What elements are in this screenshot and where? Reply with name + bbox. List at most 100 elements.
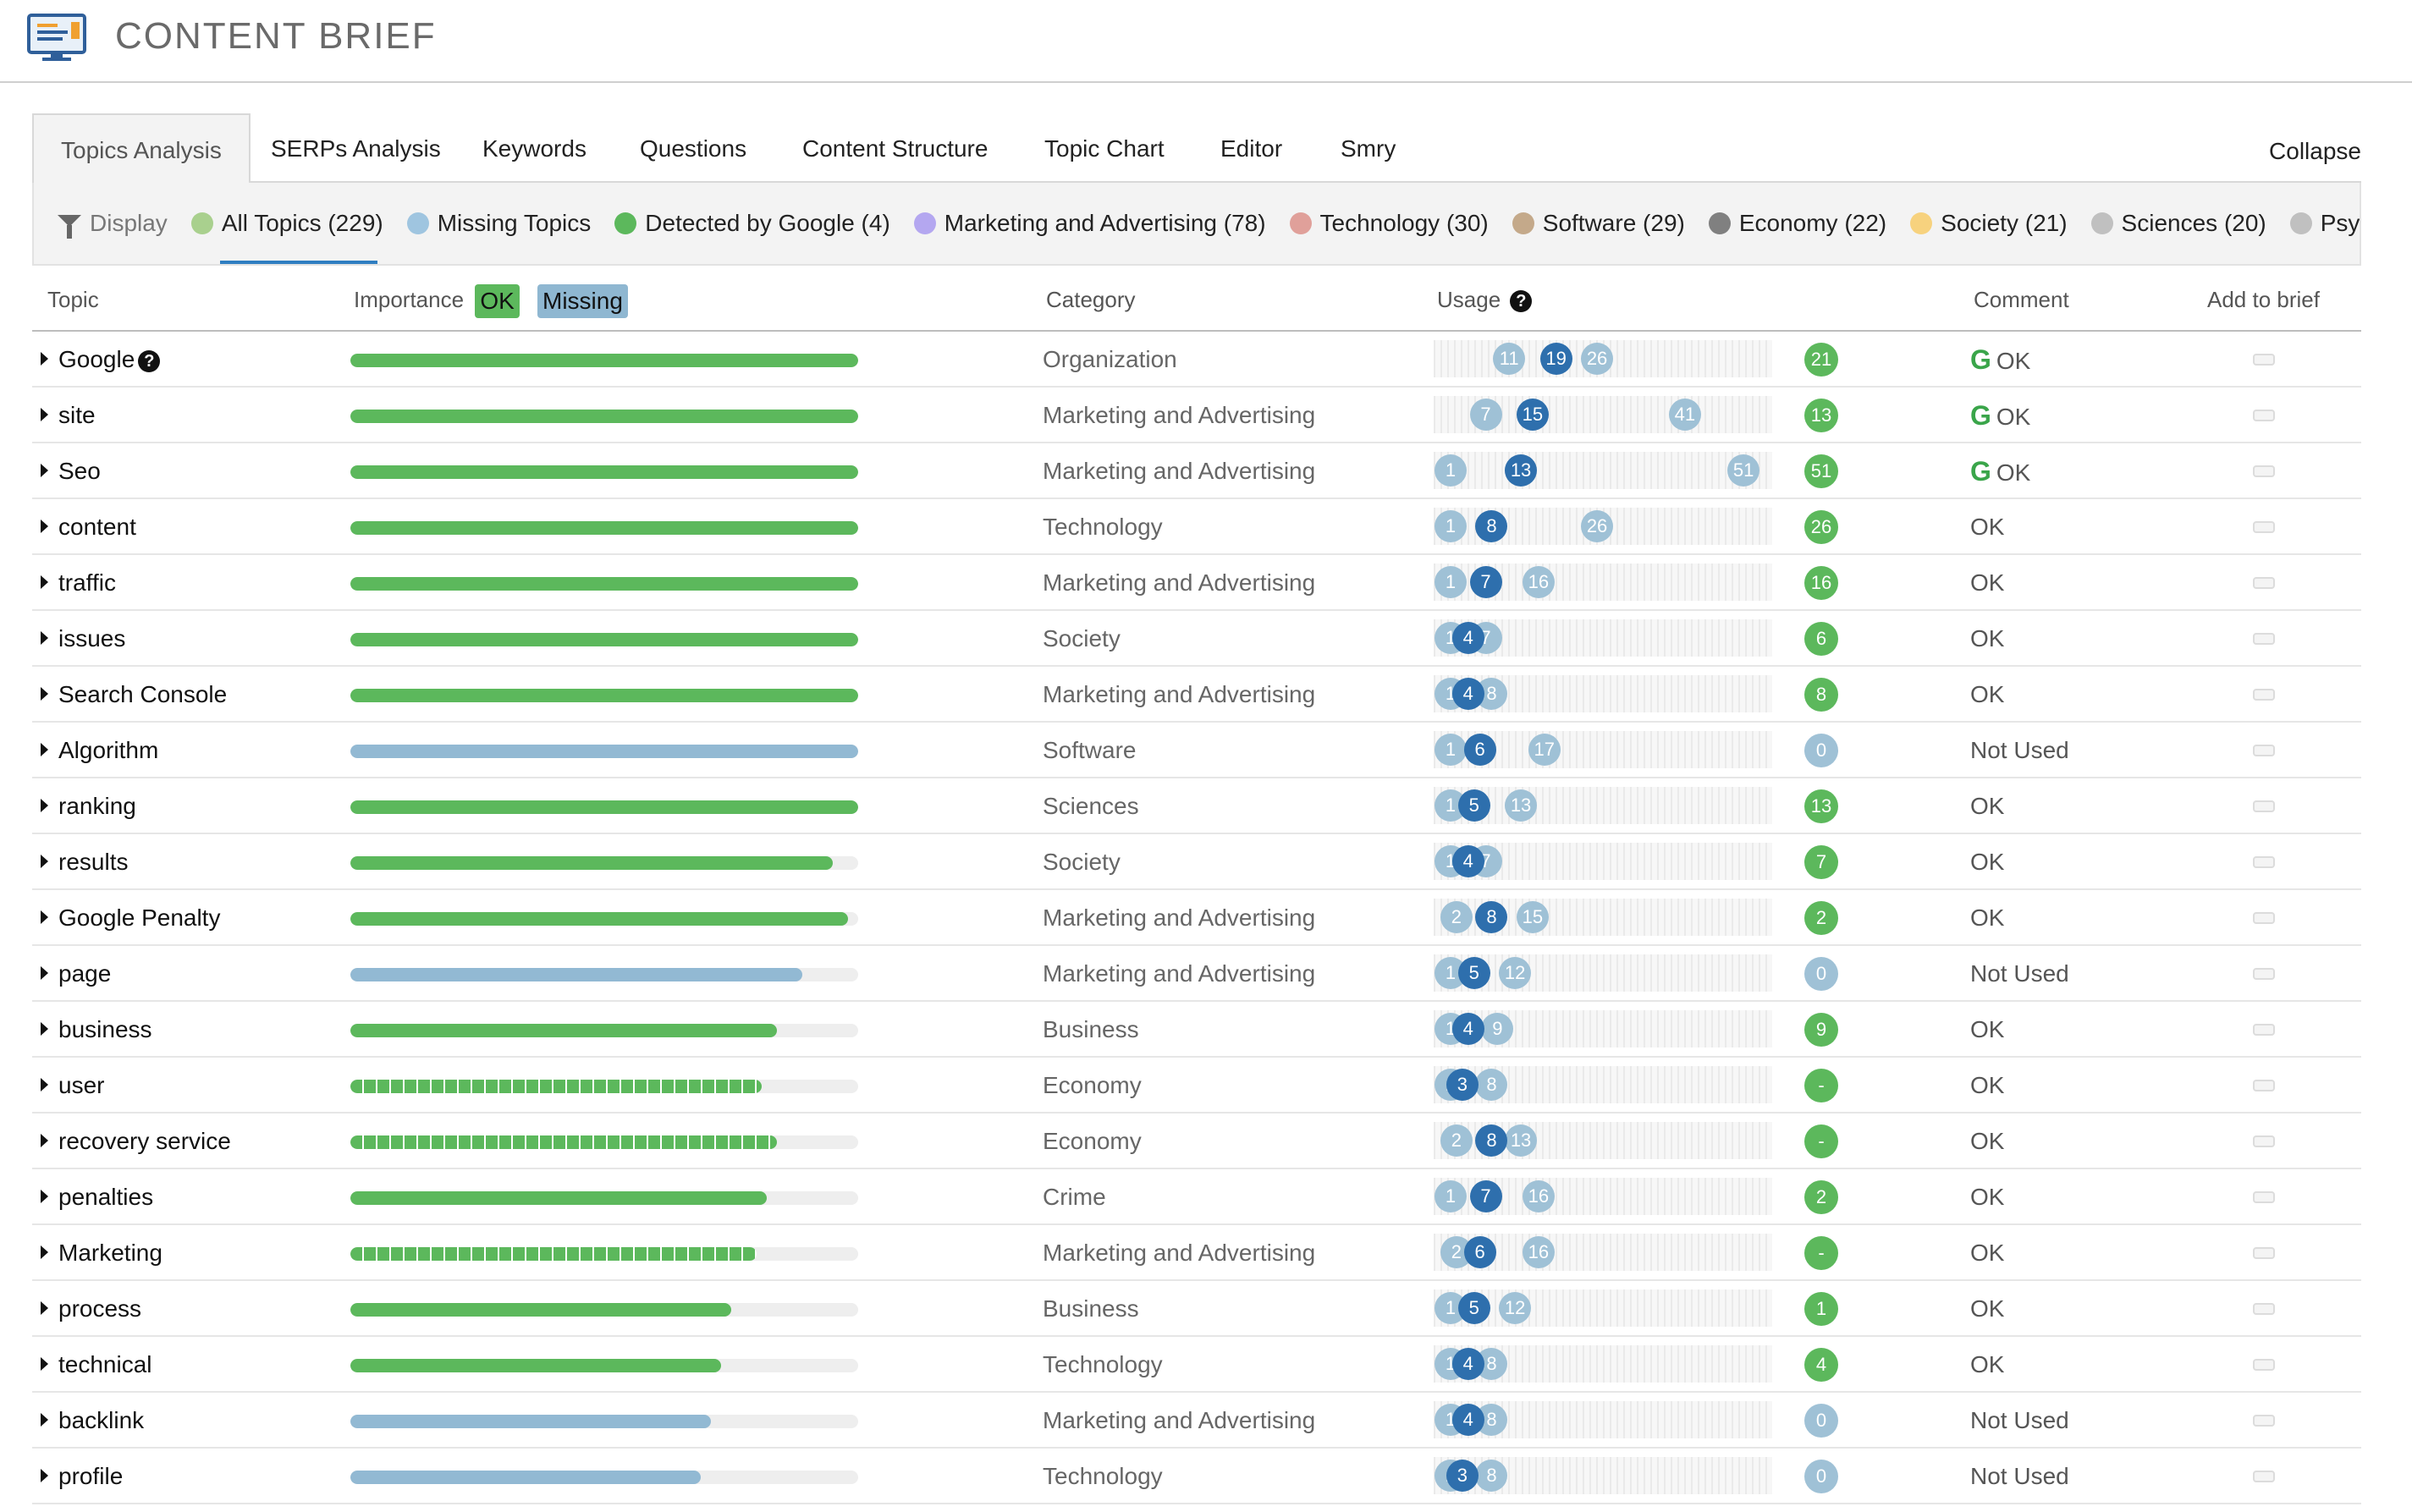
- filter-chip[interactable]: Society (21): [1910, 210, 2068, 237]
- expand-caret-icon[interactable]: [41, 1300, 48, 1315]
- tab-questions[interactable]: Questions: [640, 135, 747, 162]
- table-row[interactable]: content Technology 1 8 26 26 OK: [32, 499, 2361, 555]
- help-icon[interactable]: ?: [1510, 290, 1533, 313]
- topic-cell[interactable]: user: [41, 1058, 104, 1112]
- table-row[interactable]: ranking Sciences 1 5 13 13 OK: [32, 778, 2361, 834]
- tab-editor[interactable]: Editor: [1220, 135, 1283, 162]
- topic-cell[interactable]: results: [41, 834, 128, 888]
- add-to-brief-checkbox[interactable]: [2253, 1080, 2275, 1091]
- table-row[interactable]: Search Console Marketing and Advertising 1…: [32, 667, 2361, 723]
- add-to-brief-checkbox[interactable]: [2253, 1415, 2275, 1427]
- table-row[interactable]: page Marketing and Advertising 1 5 12 0 Not Us…: [32, 946, 2361, 1002]
- topic-cell[interactable]: backlink: [41, 1393, 144, 1447]
- expand-caret-icon[interactable]: [41, 407, 48, 421]
- topic-cell[interactable]: Search Console: [41, 667, 227, 721]
- add-to-brief-checkbox[interactable]: [2253, 1303, 2275, 1315]
- add-to-brief-checkbox[interactable]: [2253, 1359, 2275, 1371]
- add-to-brief-checkbox[interactable]: [2253, 1191, 2275, 1203]
- expand-caret-icon[interactable]: [41, 1245, 48, 1259]
- expand-caret-icon[interactable]: [41, 742, 48, 756]
- expand-caret-icon[interactable]: [41, 1133, 48, 1147]
- add-to-brief-checkbox[interactable]: [2253, 1471, 2275, 1482]
- column-header-topic[interactable]: Topic: [47, 287, 99, 312]
- filter-chip[interactable]: Software (29): [1512, 210, 1685, 237]
- table-row[interactable]: Seo Marketing and Advertising 1 13 51 51 G OK: [32, 443, 2361, 499]
- column-header-importance[interactable]: Importance OK Missing: [354, 266, 628, 332]
- topic-cell[interactable]: site: [41, 388, 96, 442]
- add-to-brief-checkbox[interactable]: [2253, 856, 2275, 868]
- column-header-add-to-brief[interactable]: Add to brief: [2207, 287, 2320, 312]
- table-row[interactable]: penalties Crime 1 7 16 2 OK: [32, 1169, 2361, 1225]
- topic-cell[interactable]: Marketing: [41, 1225, 162, 1279]
- table-row[interactable]: business Business 1 4 9 9 OK: [32, 1002, 2361, 1058]
- add-to-brief-checkbox[interactable]: [2253, 354, 2275, 366]
- topic-cell[interactable]: traffic: [41, 555, 116, 609]
- expand-caret-icon[interactable]: [41, 854, 48, 868]
- filter-chip[interactable]: Technology (30): [1289, 210, 1489, 237]
- table-row[interactable]: results Society 1 4 7 7 OK: [32, 834, 2361, 890]
- add-to-brief-checkbox[interactable]: [2253, 745, 2275, 756]
- table-row[interactable]: process Business 1 5 12 1 OK: [32, 1281, 2361, 1337]
- table-row[interactable]: profile Technology 138 0 Not Used: [32, 1449, 2361, 1504]
- add-to-brief-checkbox[interactable]: [2253, 800, 2275, 812]
- table-row[interactable]: Marketing Marketing and Advertising 2 6 16- O…: [32, 1225, 2361, 1281]
- topic-cell[interactable]: Seo: [41, 443, 101, 498]
- add-to-brief-checkbox[interactable]: [2253, 968, 2275, 980]
- table-row[interactable]: backlink Marketing and Advertising 1 4 8 0 Not…: [32, 1393, 2361, 1449]
- expand-caret-icon[interactable]: [41, 965, 48, 980]
- expand-caret-icon[interactable]: [41, 1189, 48, 1203]
- add-to-brief-checkbox[interactable]: [2253, 410, 2275, 421]
- filter-chip[interactable]: All Topics (229): [190, 210, 383, 237]
- help-icon[interactable]: ?: [138, 349, 161, 372]
- add-to-brief-checkbox[interactable]: [2253, 577, 2275, 589]
- tab-smry[interactable]: Smry: [1341, 135, 1396, 162]
- topic-cell[interactable]: recovery service: [41, 1113, 231, 1168]
- expand-caret-icon[interactable]: [41, 575, 48, 589]
- add-to-brief-checkbox[interactable]: [2253, 465, 2275, 477]
- add-to-brief-checkbox[interactable]: [2253, 912, 2275, 924]
- expand-caret-icon[interactable]: [41, 1412, 48, 1427]
- topic-cell[interactable]: content: [41, 499, 136, 553]
- collapse-button[interactable]: Collapse: [2269, 138, 2361, 164]
- filter-chip[interactable]: Marketing and Advertising (78): [913, 210, 1266, 237]
- add-to-brief-checkbox[interactable]: [2253, 689, 2275, 701]
- filter-chip[interactable]: Detected by Google (4): [614, 210, 890, 237]
- tab-keywords[interactable]: Keywords: [482, 135, 586, 162]
- add-to-brief-checkbox[interactable]: [2253, 1135, 2275, 1147]
- tab-topic-chart[interactable]: Topic Chart: [1044, 135, 1165, 162]
- filter-chip[interactable]: Economy (22): [1708, 210, 1886, 237]
- topic-cell[interactable]: Google Penalty: [41, 890, 220, 944]
- column-header-comment[interactable]: Comment: [1974, 287, 2069, 312]
- topic-cell[interactable]: Algorithm: [41, 723, 158, 777]
- expand-caret-icon[interactable]: [41, 686, 48, 701]
- expand-caret-icon[interactable]: [41, 910, 48, 924]
- topic-cell[interactable]: technical: [41, 1337, 152, 1391]
- tab-topics-analysis[interactable]: Topics Analysis: [32, 113, 251, 184]
- table-row[interactable]: traffic Marketing and Advertising 1 7 16 16 OK: [32, 555, 2361, 611]
- topic-cell[interactable]: page: [41, 946, 111, 1000]
- expand-caret-icon[interactable]: [41, 1021, 48, 1036]
- topic-cell[interactable]: issues: [41, 611, 125, 665]
- expand-caret-icon[interactable]: [41, 1077, 48, 1091]
- column-header-usage[interactable]: Usage ?: [1437, 266, 1533, 332]
- topic-cell[interactable]: process: [41, 1281, 141, 1335]
- topic-cell[interactable]: penalties: [41, 1169, 153, 1223]
- table-row[interactable]: site Marketing and Advertising 7 15 41 13 G OK: [32, 388, 2361, 443]
- column-header-category[interactable]: Category: [1046, 287, 1136, 312]
- tab-content-structure[interactable]: Content Structure: [802, 135, 988, 162]
- add-to-brief-checkbox[interactable]: [2253, 521, 2275, 533]
- add-to-brief-checkbox[interactable]: [2253, 1247, 2275, 1259]
- expand-caret-icon[interactable]: [41, 463, 48, 477]
- table-row[interactable]: Google? Organization 11 19 26 21 G OK: [32, 332, 2361, 388]
- tab-serps-analysis[interactable]: SERPs Analysis: [271, 135, 441, 162]
- topic-cell[interactable]: Google?: [41, 332, 161, 386]
- expand-caret-icon[interactable]: [41, 351, 48, 366]
- filter-chip[interactable]: Missing Topics: [406, 210, 591, 237]
- display-filter-button[interactable]: Display: [58, 210, 168, 239]
- topic-cell[interactable]: business: [41, 1002, 152, 1056]
- expand-caret-icon[interactable]: [41, 798, 48, 812]
- table-row[interactable]: recovery service Economy 2 8 13- OK: [32, 1113, 2361, 1169]
- topic-cell[interactable]: profile: [41, 1449, 123, 1503]
- expand-caret-icon[interactable]: [41, 1356, 48, 1371]
- expand-caret-icon[interactable]: [41, 630, 48, 645]
